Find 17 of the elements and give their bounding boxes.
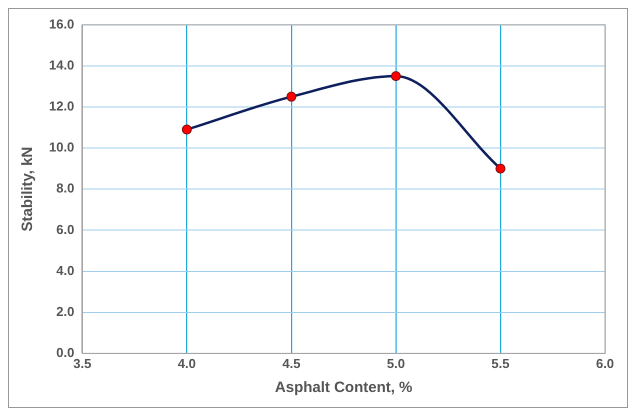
x-tick-label: 4.5 <box>282 356 300 371</box>
y-tick-label: 14.0 <box>48 57 74 72</box>
y-tick-label: 0.0 <box>56 344 74 360</box>
y-tick-label: 4.0 <box>56 262 74 278</box>
x-tick-label: 6.0 <box>596 356 614 371</box>
x-tick-label: 3.5 <box>73 356 92 371</box>
x-tick-label: 5.5 <box>491 356 510 371</box>
y-tick-label: 12.0 <box>48 98 74 114</box>
x-tick-label: 4.0 <box>178 356 196 371</box>
y-tick-label: 10.0 <box>48 140 74 155</box>
y-tick-label: 2.0 <box>56 304 74 319</box>
x-tick-label: 5.0 <box>386 356 405 371</box>
y-tick-label: 6.0 <box>56 222 74 237</box>
y-axis-title: Stability, kN <box>19 146 36 232</box>
x-axis-title: Asphalt Content, % <box>274 379 412 396</box>
y-tick-label: 8.0 <box>56 180 74 196</box>
y-tick-label: 16.0 <box>48 16 74 32</box>
